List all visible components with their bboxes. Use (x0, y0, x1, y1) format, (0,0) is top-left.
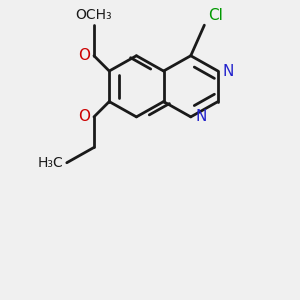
Text: OCH₃: OCH₃ (76, 8, 112, 22)
Text: H₃C: H₃C (38, 156, 63, 170)
Text: O: O (79, 110, 91, 124)
Text: N: N (195, 110, 206, 124)
Text: Cl: Cl (208, 8, 223, 23)
Text: N: N (222, 64, 234, 79)
Text: O: O (79, 48, 91, 63)
